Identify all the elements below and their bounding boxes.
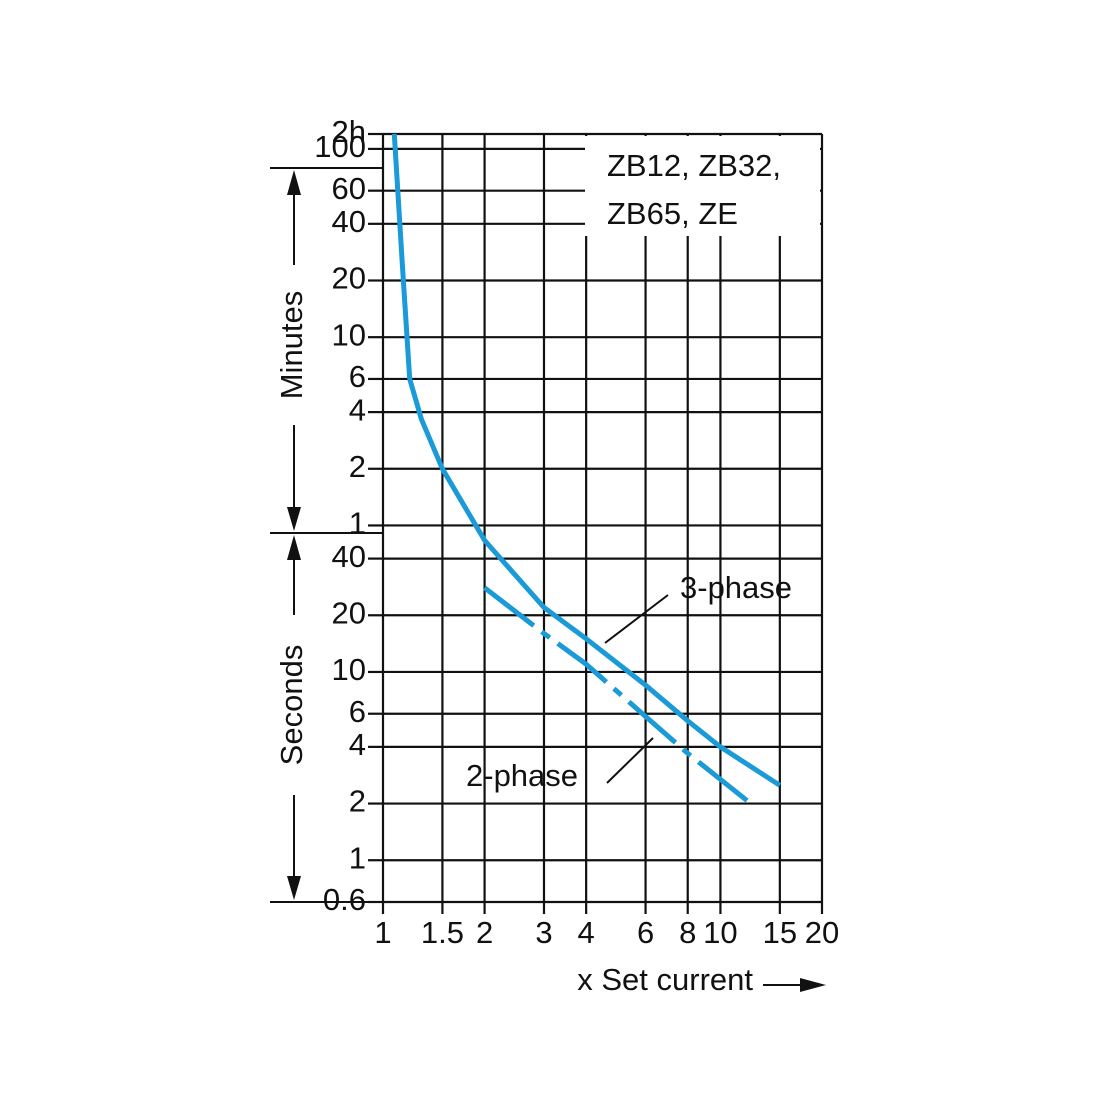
arrowhead: [287, 876, 301, 900]
y-tick-label: 0.6: [323, 882, 366, 917]
chart-title: ZB12, ZB32,: [607, 148, 781, 183]
y-tick-label: 10: [332, 652, 366, 687]
y-tick-label: 2: [349, 784, 366, 819]
x-tick-label: 4: [578, 915, 595, 950]
y-tick-label: 10: [332, 317, 366, 352]
chart-title: ZB65, ZE: [607, 196, 738, 231]
x-tick-label: 2: [476, 915, 493, 950]
leader-line: [604, 594, 669, 644]
x-tick-label: 10: [703, 915, 737, 950]
y-group-label: Seconds: [274, 645, 309, 766]
arrowhead: [800, 978, 826, 992]
x-tick-label: 3: [535, 915, 552, 950]
y-tick-label: 20: [332, 595, 366, 630]
series-line: [483, 585, 753, 806]
y-tick-label: 4: [349, 727, 366, 762]
y-tick-label: 20: [332, 261, 366, 296]
x-tick-label: 1.5: [421, 915, 464, 950]
y-group-label: Minutes: [274, 291, 309, 400]
y-tick-label: 40: [332, 204, 366, 239]
y-tick-label: 6: [349, 359, 366, 394]
arrowhead: [287, 535, 301, 560]
series-label: 3-phase: [680, 570, 792, 605]
y-tick-label: 100: [314, 129, 366, 164]
y-tick-label: 40: [332, 539, 366, 574]
x-axis-label: x Set current: [577, 962, 753, 997]
series-label: 2-phase: [466, 758, 578, 793]
y-tick-label: 2: [349, 449, 366, 484]
x-tick-label: 15: [763, 915, 797, 950]
x-tick-label: 1: [374, 915, 391, 950]
arrowhead: [287, 507, 301, 531]
y-tick-label: 6: [349, 694, 366, 729]
x-tick-label: 6: [637, 915, 654, 950]
y-tick-label: 60: [332, 171, 366, 206]
series-line: [391, 133, 782, 788]
y-tick-label: 1: [349, 840, 366, 875]
x-tick-label: 8: [679, 915, 696, 950]
y-tick-label: 4: [349, 392, 366, 427]
leader-line: [606, 737, 654, 784]
legend-box: [585, 136, 820, 236]
arrowhead: [287, 170, 301, 195]
x-tick-label: 20: [805, 915, 839, 950]
y-tick-label: 2h: [332, 114, 366, 149]
y-tick-label: 1: [349, 506, 366, 541]
